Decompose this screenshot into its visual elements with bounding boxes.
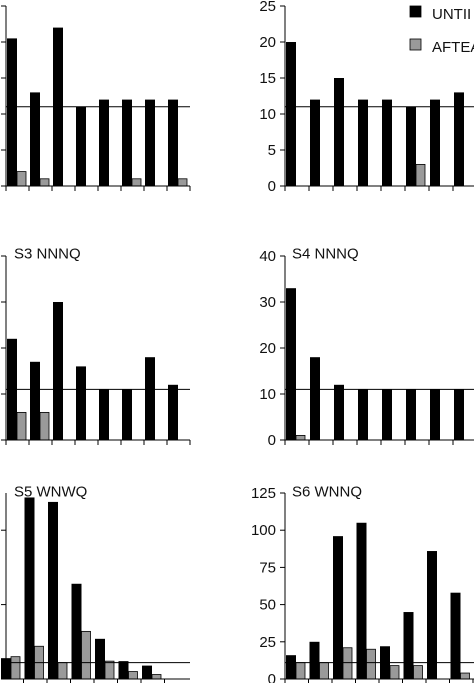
y-tick-label: 100: [251, 522, 276, 539]
bar-aftea-2: [319, 662, 329, 680]
bar-aftea-7: [151, 674, 162, 680]
y-tick-label: 30: [259, 294, 276, 311]
bar-untii-3: [53, 302, 63, 440]
bar-untii-8: [450, 592, 461, 679]
bar-aftea-5: [104, 660, 115, 680]
y-tick-label: 5: [268, 142, 276, 159]
bar-untii-4: [76, 106, 86, 186]
bar-untii-2: [310, 99, 320, 186]
bar-aftea-3: [342, 647, 353, 680]
bar-untii-1: [286, 655, 296, 679]
bar-aftea-6: [131, 178, 142, 187]
panel-title: S6 WNNQ: [292, 483, 362, 500]
y-tick-label: 20: [259, 340, 276, 357]
y-tick-label: 0: [268, 432, 276, 449]
chart-panel-3: S3 NNNQ: [1, 245, 191, 445]
bar-aftea-8: [460, 672, 470, 680]
bar-untii-5: [95, 638, 105, 679]
y-tick-label: 75: [259, 559, 276, 576]
bar-aftea-1: [16, 171, 27, 187]
bar-untii-7: [430, 99, 440, 186]
bar-untii-5: [382, 99, 392, 186]
y-tick-label: 15: [259, 70, 276, 87]
legend-swatch-1: [409, 5, 422, 18]
bar-untii-6: [122, 99, 132, 186]
y-tick-label: 25: [259, 634, 276, 651]
y-tick-label: 125: [251, 485, 276, 502]
legend-label-2: AFTEA: [432, 39, 474, 56]
panel-title: S4 NNNQ: [292, 245, 359, 262]
bar-untii-1: [286, 42, 296, 186]
bar-aftea-1: [10, 656, 21, 680]
bar-untii-4: [71, 583, 82, 679]
bar-untii-8: [454, 389, 464, 440]
bar-aftea-6: [415, 163, 426, 187]
bar-untii-4: [356, 522, 367, 679]
bar-untii-5: [99, 389, 109, 440]
legend-swatch-2: [409, 38, 422, 51]
bar-untii-6: [403, 612, 414, 679]
bar-aftea-1: [16, 411, 27, 441]
legend: UNTII AFTEA: [409, 5, 474, 56]
bar-untii-2: [310, 357, 320, 440]
bar-untii-1: [7, 38, 17, 187]
bar-untii-4: [76, 366, 86, 440]
panel-title: S3 NNNQ: [14, 245, 81, 262]
bar-untii-1: [286, 288, 296, 440]
bar-untii-4: [358, 389, 368, 440]
bar-untii-2: [24, 497, 35, 679]
bar-aftea-6: [413, 665, 423, 680]
bar-untii-4: [358, 99, 368, 186]
y-tick-label: 0: [268, 671, 276, 683]
bar-untii-8: [168, 99, 178, 186]
bar-untii-7: [145, 99, 155, 186]
bar-untii-8: [168, 384, 178, 440]
panel-title: S5 WNWQ: [14, 483, 87, 500]
bar-aftea-5: [389, 665, 400, 680]
y-tick-label: 10: [259, 106, 276, 123]
y-tick-label: 0: [268, 178, 276, 195]
bar-untii-3: [48, 501, 58, 679]
bar-untii-6: [406, 389, 416, 440]
bar-untii-6: [118, 661, 129, 679]
bar-aftea-8: [177, 178, 188, 187]
y-tick-label: 20: [259, 34, 276, 51]
bar-untii-7: [142, 665, 152, 679]
chart-panel-5: S5 WNWQ: [1, 483, 190, 683]
bar-untii-6: [122, 389, 132, 440]
bar-untii-8: [454, 92, 464, 186]
bar-untii-6: [406, 106, 416, 186]
bar-aftea-6: [128, 671, 138, 680]
y-tick-label: 40: [259, 248, 276, 265]
y-tick-label: 10: [259, 386, 276, 403]
chart-panel-4: S4 NNNQ 0 10 20 30 40: [259, 245, 474, 449]
bar-untii-7: [427, 551, 437, 679]
bar-untii-3: [333, 536, 343, 679]
y-tick-label: 50: [259, 597, 276, 614]
bar-untii-7: [145, 357, 155, 440]
bar-untii-2: [30, 92, 40, 186]
bar-aftea-3: [57, 662, 68, 680]
bar-untii-2: [30, 361, 40, 440]
bar-aftea-4: [366, 648, 376, 680]
bar-untii-3: [334, 78, 344, 186]
bar-untii-2: [309, 641, 320, 679]
chart-panel-2: 0 5 10 15 20 25: [259, 0, 474, 195]
y-tick-label: 25: [259, 0, 276, 15]
bar-aftea-1: [295, 662, 306, 680]
bar-untii-3: [334, 384, 344, 440]
chart-panel-1: [1, 5, 191, 191]
legend-label-1: UNTII: [432, 6, 471, 23]
bar-untii-5: [99, 99, 109, 186]
bar-aftea-2: [39, 178, 50, 187]
bar-aftea-1: [295, 434, 306, 441]
bar-untii-7: [430, 389, 440, 440]
chart-panel-6: S6 WNNQ 0 25 50 75 100 125: [251, 483, 474, 683]
bar-aftea-4: [81, 630, 91, 680]
bar-untii-5: [382, 389, 392, 440]
bar-aftea-2: [39, 411, 50, 441]
